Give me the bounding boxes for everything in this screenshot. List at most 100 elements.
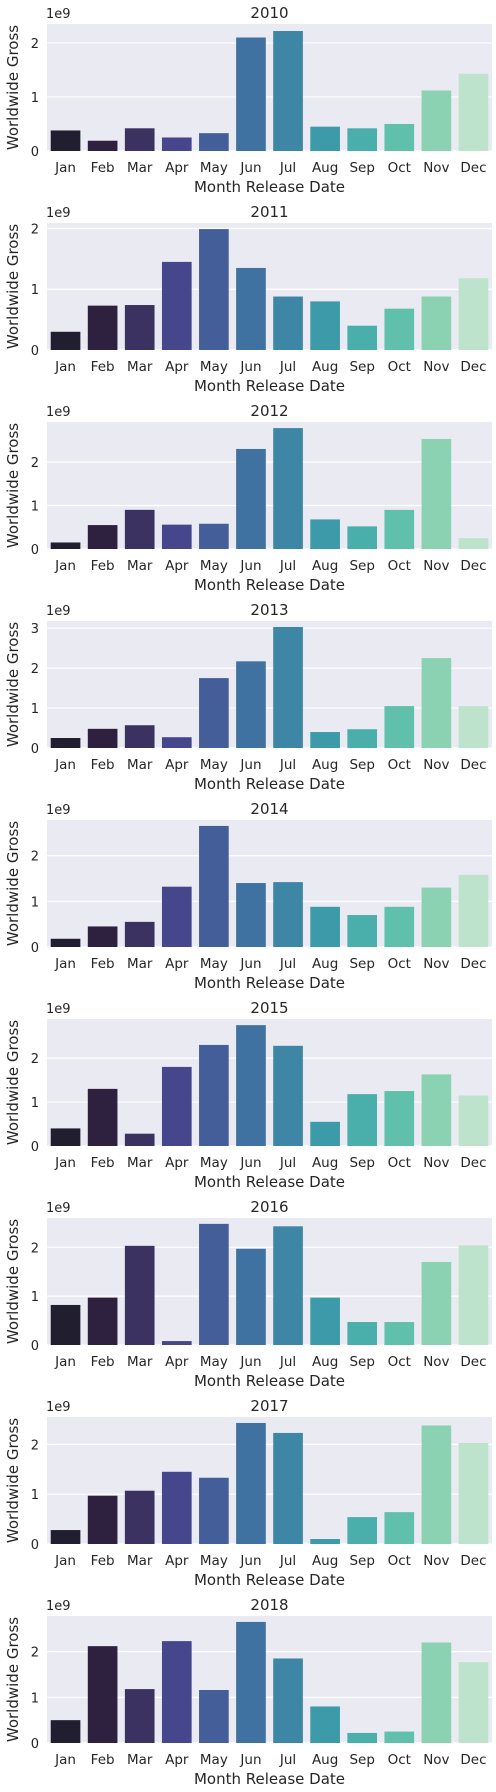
bar-Jun	[236, 661, 266, 748]
y-tick-label: 2	[31, 850, 39, 865]
x-tick-label: Nov	[423, 1354, 449, 1370]
y-tick-label: 0	[31, 1140, 39, 1155]
x-tick-label: Dec	[460, 757, 486, 773]
x-tick-label: Nov	[423, 757, 449, 773]
x-tick-label: Apr	[165, 757, 189, 773]
x-tick-label: Sep	[349, 160, 374, 176]
x-tick-label: Aug	[312, 1752, 338, 1768]
x-tick-label: May	[200, 757, 228, 773]
bar-Sep	[347, 915, 378, 947]
x-tick-label: Jan	[54, 558, 76, 574]
x-tick-label: Nov	[423, 1752, 449, 1768]
x-tick-label: Feb	[91, 1752, 115, 1768]
x-tick-label: Feb	[91, 1155, 115, 1171]
bar-Oct	[384, 123, 415, 151]
bar-Aug	[310, 732, 340, 748]
x-tick-label: Jun	[239, 1155, 261, 1171]
bar-Jul	[273, 31, 303, 152]
bar-May	[199, 825, 229, 947]
y-axis-label: Worldwide Gross	[4, 1020, 22, 1145]
chart-title: 2016	[250, 1198, 288, 1216]
axis-offset-label: 1e9	[46, 1201, 71, 1216]
x-tick-label: Jul	[279, 359, 296, 375]
x-tick-label: Mar	[127, 1553, 153, 1569]
y-tick-label: 1	[31, 283, 39, 298]
x-tick-label: Nov	[423, 1553, 449, 1569]
bar-May	[199, 1223, 229, 1345]
y-tick-label: 1	[31, 91, 39, 106]
x-tick-label: Feb	[91, 757, 115, 773]
y-axis-label: Worldwide Gross	[4, 224, 22, 349]
y-tick-label: 2	[31, 1241, 39, 1256]
x-tick-label: Mar	[127, 558, 153, 574]
x-tick-label: Sep	[349, 1752, 374, 1768]
x-tick-label: Apr	[165, 1155, 189, 1171]
plot-area	[47, 422, 492, 549]
y-tick-label: 0	[31, 1737, 39, 1752]
bar-Aug	[310, 1297, 340, 1345]
x-axis-label: Month Release Date	[194, 178, 345, 196]
bar-Apr	[161, 1341, 192, 1345]
x-tick-label: Nov	[423, 1155, 449, 1171]
x-tick-label: Aug	[312, 359, 338, 375]
axis-offset-label: 1e9	[46, 803, 71, 818]
bar-Aug	[310, 126, 340, 151]
plot-area	[47, 223, 492, 350]
x-tick-label: May	[200, 160, 228, 176]
x-axis-label: Month Release Date	[194, 974, 345, 992]
axis-offset-label: 1e9	[46, 405, 71, 420]
x-tick-label: Mar	[127, 757, 153, 773]
bar-Jul	[273, 1432, 303, 1544]
y-tick-label: 0	[31, 1339, 39, 1354]
chart-2015: 0 1 2 Jan Feb Mar Apr May Jun Jul Aug Sep Oct Nov Dec 2…	[4, 999, 492, 1191]
bar-Jan	[50, 1530, 81, 1544]
x-tick-label: Apr	[165, 558, 189, 574]
x-tick-label: Sep	[349, 1354, 374, 1370]
y-axis-label: Worldwide Gross	[4, 1219, 22, 1344]
bar-Mar	[124, 921, 155, 947]
chart-title: 2015	[250, 999, 288, 1017]
x-tick-label: May	[200, 558, 228, 574]
chart-2011: 0 1 2 Jan Feb Mar Apr May Jun Jul Aug Sep Oct Nov Dec 2…	[4, 203, 492, 395]
bar-Oct	[384, 1731, 415, 1743]
x-axis-label: Month Release Date	[194, 1770, 345, 1788]
x-tick-label: Jun	[239, 359, 261, 375]
bar-Jun	[236, 883, 266, 947]
x-tick-label: Oct	[388, 956, 411, 972]
bar-Feb	[87, 728, 118, 748]
x-tick-label: Jan	[54, 160, 76, 176]
x-tick-label: Jun	[239, 558, 261, 574]
bar-Jul	[273, 1658, 303, 1743]
x-tick-label: Mar	[127, 1155, 153, 1171]
x-tick-label: Mar	[127, 359, 153, 375]
bar-May	[199, 1477, 229, 1544]
bar-May	[199, 678, 229, 748]
bar-Apr	[161, 137, 192, 151]
y-axis-label: Worldwide Gross	[4, 622, 22, 747]
x-axis-label: Month Release Date	[194, 377, 345, 395]
bar-Jan	[50, 542, 81, 549]
bar-Aug	[310, 1121, 340, 1146]
bar-Jul	[273, 882, 303, 947]
x-tick-label: Aug	[312, 956, 338, 972]
chart-title: 2010	[250, 4, 288, 22]
bar-Apr	[161, 1066, 192, 1146]
x-tick-label: Apr	[165, 359, 189, 375]
y-tick-label: 0	[31, 344, 39, 359]
x-tick-label: Jul	[279, 1553, 296, 1569]
y-tick-label: 1	[31, 1488, 39, 1503]
x-axis-label: Month Release Date	[194, 775, 345, 793]
bar-Jun	[236, 267, 266, 350]
axis-offset-label: 1e9	[46, 7, 71, 22]
x-tick-label: Sep	[349, 956, 374, 972]
bar-Nov	[421, 658, 452, 748]
y-tick-label: 0	[31, 145, 39, 160]
bar-Mar	[124, 128, 155, 151]
x-tick-label: Oct	[388, 558, 411, 574]
x-tick-label: Jul	[279, 757, 296, 773]
bar-May	[199, 133, 229, 151]
bar-Apr	[161, 524, 192, 549]
bar-Jan	[50, 331, 81, 350]
y-tick-label: 0	[31, 543, 39, 558]
